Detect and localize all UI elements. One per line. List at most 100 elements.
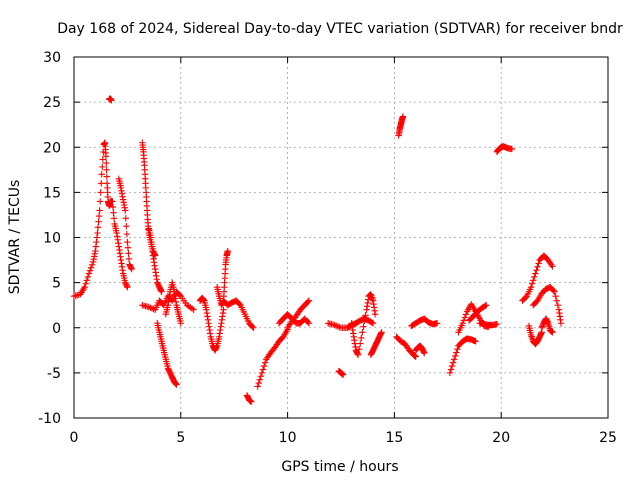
data-point bbox=[493, 320, 501, 328]
data-point bbox=[357, 340, 364, 347]
data-point bbox=[224, 247, 231, 255]
data-point bbox=[87, 264, 95, 271]
data-point bbox=[535, 260, 542, 267]
y-tick-label: 15 bbox=[43, 185, 61, 201]
data-point bbox=[460, 317, 468, 324]
data-point bbox=[371, 311, 379, 318]
data-point bbox=[354, 351, 362, 359]
data-point bbox=[99, 156, 107, 163]
y-tick-label: -5 bbox=[47, 366, 61, 382]
data-point bbox=[82, 280, 89, 287]
data-point bbox=[461, 314, 469, 321]
data-point bbox=[533, 267, 540, 274]
series-track-29 bbox=[519, 252, 556, 304]
data-point bbox=[449, 359, 457, 366]
data-point bbox=[554, 301, 562, 309]
y-tick-label: 30 bbox=[43, 50, 61, 66]
data-point bbox=[128, 265, 135, 273]
data-point bbox=[258, 369, 266, 377]
data-point bbox=[220, 306, 227, 313]
data-point bbox=[412, 353, 419, 360]
data-point bbox=[359, 329, 366, 336]
series-track-26 bbox=[465, 301, 490, 324]
data-point bbox=[339, 371, 347, 378]
data-point bbox=[421, 349, 428, 357]
series-track-03 bbox=[115, 175, 135, 273]
data-point bbox=[122, 207, 129, 214]
series-track-20 bbox=[395, 113, 407, 139]
data-point bbox=[236, 300, 243, 308]
series-track-30 bbox=[530, 283, 565, 327]
data-point bbox=[250, 324, 257, 331]
y-tick-label: 25 bbox=[43, 95, 61, 111]
data-point bbox=[103, 166, 110, 174]
data-point bbox=[125, 250, 132, 257]
data-point bbox=[98, 171, 105, 178]
series-track-18 bbox=[348, 291, 379, 359]
data-point bbox=[378, 329, 385, 336]
series-track-24 bbox=[446, 335, 479, 377]
y-tick-label: -10 bbox=[38, 411, 61, 427]
data-point bbox=[548, 261, 555, 269]
data-point bbox=[362, 312, 369, 319]
data-point bbox=[248, 398, 255, 405]
data-point bbox=[173, 381, 180, 388]
x-tick-label: 20 bbox=[492, 430, 510, 446]
data-point bbox=[102, 153, 110, 160]
data-point bbox=[531, 273, 538, 281]
data-point bbox=[355, 345, 363, 353]
data-point bbox=[84, 273, 92, 281]
data-point bbox=[158, 288, 165, 295]
series-track-15 bbox=[284, 297, 313, 331]
data-point bbox=[122, 215, 129, 222]
data-point bbox=[552, 292, 559, 300]
data-point bbox=[553, 297, 560, 304]
data-point bbox=[177, 320, 184, 327]
data-point bbox=[358, 334, 365, 342]
series-track-10 bbox=[213, 247, 231, 309]
x-tick-label: 15 bbox=[385, 430, 403, 446]
data-point bbox=[451, 356, 458, 363]
data-point bbox=[124, 238, 131, 246]
data-point bbox=[254, 383, 261, 390]
data-point bbox=[304, 298, 312, 306]
data-point bbox=[454, 345, 461, 353]
series-track-16 bbox=[335, 367, 347, 378]
series-track-27 bbox=[476, 320, 501, 329]
data-point bbox=[88, 261, 96, 269]
series-track-01 bbox=[70, 139, 131, 300]
data-point bbox=[108, 97, 115, 104]
x-tick-label: 5 bbox=[176, 430, 185, 446]
data-point bbox=[98, 180, 105, 187]
chart-title: Day 168 of 2024, Sidereal Day-to-day VTE… bbox=[57, 21, 623, 37]
data-point bbox=[399, 113, 407, 120]
data-point bbox=[259, 366, 267, 373]
data-point bbox=[527, 283, 535, 291]
data-point bbox=[472, 338, 479, 345]
data-point bbox=[85, 270, 93, 277]
data-point bbox=[360, 323, 367, 330]
tick-layer: 0 5 10 15 20 25 -10 -5 0 5 10 15 20 25 30 bbox=[38, 50, 617, 446]
data-point bbox=[534, 263, 541, 271]
data-point bbox=[97, 189, 104, 196]
series-track-05 bbox=[145, 225, 165, 295]
y-tick-label: 20 bbox=[43, 140, 61, 156]
data-point bbox=[305, 320, 313, 327]
series-track-02 bbox=[106, 95, 115, 104]
data-point bbox=[249, 323, 256, 330]
data-point bbox=[549, 263, 556, 270]
data-point bbox=[508, 145, 516, 153]
x-axis-label: GPS time / hours bbox=[281, 459, 398, 475]
x-tick-label: 0 bbox=[70, 430, 79, 446]
data-point bbox=[532, 270, 539, 277]
series-track-07 bbox=[154, 320, 180, 388]
data-point bbox=[257, 373, 265, 380]
data-point bbox=[260, 362, 268, 370]
data-point bbox=[103, 159, 110, 167]
series-track-12 bbox=[243, 392, 255, 405]
y-axis-label: SDTVAR / TECUs bbox=[7, 180, 23, 295]
data-point bbox=[549, 329, 556, 336]
series-track-22 bbox=[408, 315, 441, 330]
data-point bbox=[261, 359, 269, 366]
